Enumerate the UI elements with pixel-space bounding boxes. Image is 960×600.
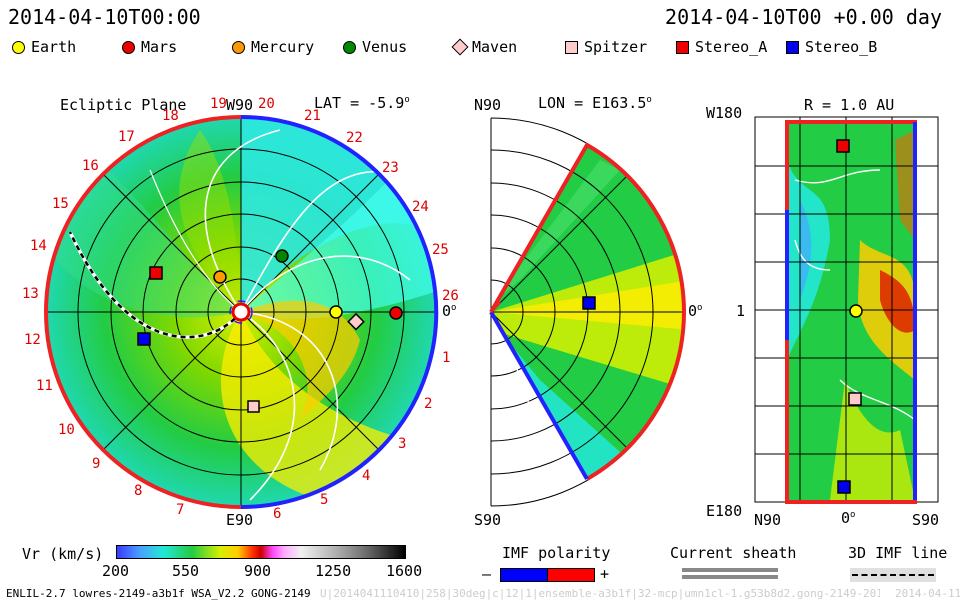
current-sheath-label: Current sheath (670, 544, 797, 562)
ecliptic-earth-icon (329, 305, 343, 319)
stereo-b-marker-icon (786, 40, 799, 54)
radial-bottom-label-south: S90 (912, 511, 940, 529)
imf-3d-label: 3D IMF line (848, 544, 948, 562)
venus-marker-icon (343, 40, 356, 54)
colorbar (116, 545, 406, 559)
colorbar-tick: 1600 (386, 562, 423, 580)
sector-number: 1 (442, 350, 451, 366)
colorbar-tick: 900 (244, 562, 272, 580)
sector-number: 23 (382, 160, 399, 176)
sector-number: 13 (22, 286, 39, 302)
colorbar-tick: 550 (172, 562, 200, 580)
date-stub: 2014-04-11 (895, 587, 960, 600)
radial-bottom-label-north: N90 (754, 511, 782, 529)
legend-stereo-a: Stereo_A (676, 38, 767, 56)
imf-positive-swatch (547, 568, 595, 582)
colorbar-label: Vr (km/s) (22, 545, 104, 563)
ecliptic-top-label: W90 (226, 96, 254, 114)
sector-number: 2 (424, 396, 433, 412)
sector-number: 26 (442, 288, 459, 304)
sector-number: 21 (304, 108, 321, 124)
radial-bottom-label-zero: 0o (841, 509, 856, 527)
ecliptic-maven-icon (347, 312, 365, 331)
meridional-lon-label: LON = E163.5o (538, 94, 652, 112)
current-sheath-swatch-bottom (682, 575, 778, 579)
ecliptic-right-label: 0o (442, 302, 457, 320)
radial-top-left-label: W180 (706, 104, 743, 122)
radial-bottom-left-label: E180 (706, 502, 743, 520)
ecliptic-bottom-label: E90 (226, 511, 254, 529)
run-id: U|2014041110410|258|30deg|c|12|1|ensembl… (320, 587, 880, 600)
radial-spitzer-icon (848, 392, 862, 406)
sector-number: 7 (176, 502, 185, 518)
sector-number: 24 (412, 199, 429, 215)
legend-earth: Earth (12, 38, 76, 56)
legend-mercury: Mercury (232, 38, 314, 56)
legend-mars: Mars (122, 38, 177, 56)
sector-number: 6 (273, 506, 282, 522)
radial-mid-label: 1 (736, 302, 746, 320)
ecliptic-mercury-icon (213, 270, 227, 284)
imf-polarity-label: IMF polarity (502, 544, 611, 562)
sector-number: 11 (36, 378, 53, 394)
imf-negative-swatch (500, 568, 548, 582)
imf-polarity-minus: – (482, 565, 492, 583)
sector-number: 25 (432, 242, 449, 258)
radial-stereo-a-icon (836, 139, 850, 153)
meridional-stereo-b-icon (582, 296, 596, 310)
colorbar-tick: 1250 (315, 562, 352, 580)
sector-number: 3 (398, 436, 407, 452)
legend-maven: Maven (451, 38, 517, 56)
sector-number: 5 (320, 492, 329, 508)
mercury-marker-icon (232, 40, 245, 54)
sector-number: 18 (162, 108, 179, 124)
earth-marker-icon (12, 40, 25, 54)
sector-number: 12 (24, 332, 41, 348)
legend-venus: Venus (343, 38, 407, 56)
current-sheath-swatch-top (682, 568, 778, 572)
imf-polarity-plus: + (600, 565, 610, 583)
sector-number: 17 (118, 129, 135, 145)
sector-number: 9 (92, 456, 101, 472)
ecliptic-stereo-b-icon (137, 332, 151, 346)
ecliptic-venus-icon (275, 249, 289, 263)
meridional-top-label: N90 (474, 96, 502, 114)
sector-number: 14 (30, 238, 47, 254)
ecliptic-mars-icon (389, 306, 403, 320)
radial-earth-icon (849, 304, 863, 318)
spitzer-marker-icon (565, 40, 578, 54)
meridional-bottom-label: S90 (474, 511, 502, 529)
meridional-right-label: 0o (688, 302, 703, 320)
imf-3d-swatch (850, 568, 936, 582)
timestamp-left: 2014-04-10T00:00 (8, 5, 201, 29)
mars-marker-icon (122, 40, 135, 54)
model-info: ENLIL-2.7 lowres-2149-a3b1f WSA_V2.2 GON… (6, 587, 311, 600)
legend-stereo-b: Stereo_B (786, 38, 877, 56)
radial-stereo-b-icon (837, 480, 851, 494)
sector-number: 20 (258, 96, 275, 112)
ecliptic-title: Ecliptic Plane (60, 96, 187, 114)
colorbar-tick: 200 (102, 562, 130, 580)
sector-number: 8 (134, 483, 143, 499)
sector-number: 22 (346, 130, 363, 146)
timestamp-right: 2014-04-10T00 +0.00 day (665, 5, 942, 29)
sector-number: 15 (52, 196, 69, 212)
ecliptic-lat-label: LAT = -5.9o (314, 94, 410, 112)
legend-spitzer: Spitzer (565, 38, 647, 56)
sector-number: 19 (210, 96, 227, 112)
radial-title: R = 1.0 AU (804, 96, 895, 114)
sector-number: 10 (58, 422, 75, 438)
ecliptic-spitzer-icon (247, 400, 260, 413)
sector-number: 4 (362, 468, 371, 484)
ecliptic-stereo-a-icon (149, 266, 163, 280)
sector-number: 16 (82, 158, 99, 174)
stereo-a-marker-icon (676, 40, 689, 54)
